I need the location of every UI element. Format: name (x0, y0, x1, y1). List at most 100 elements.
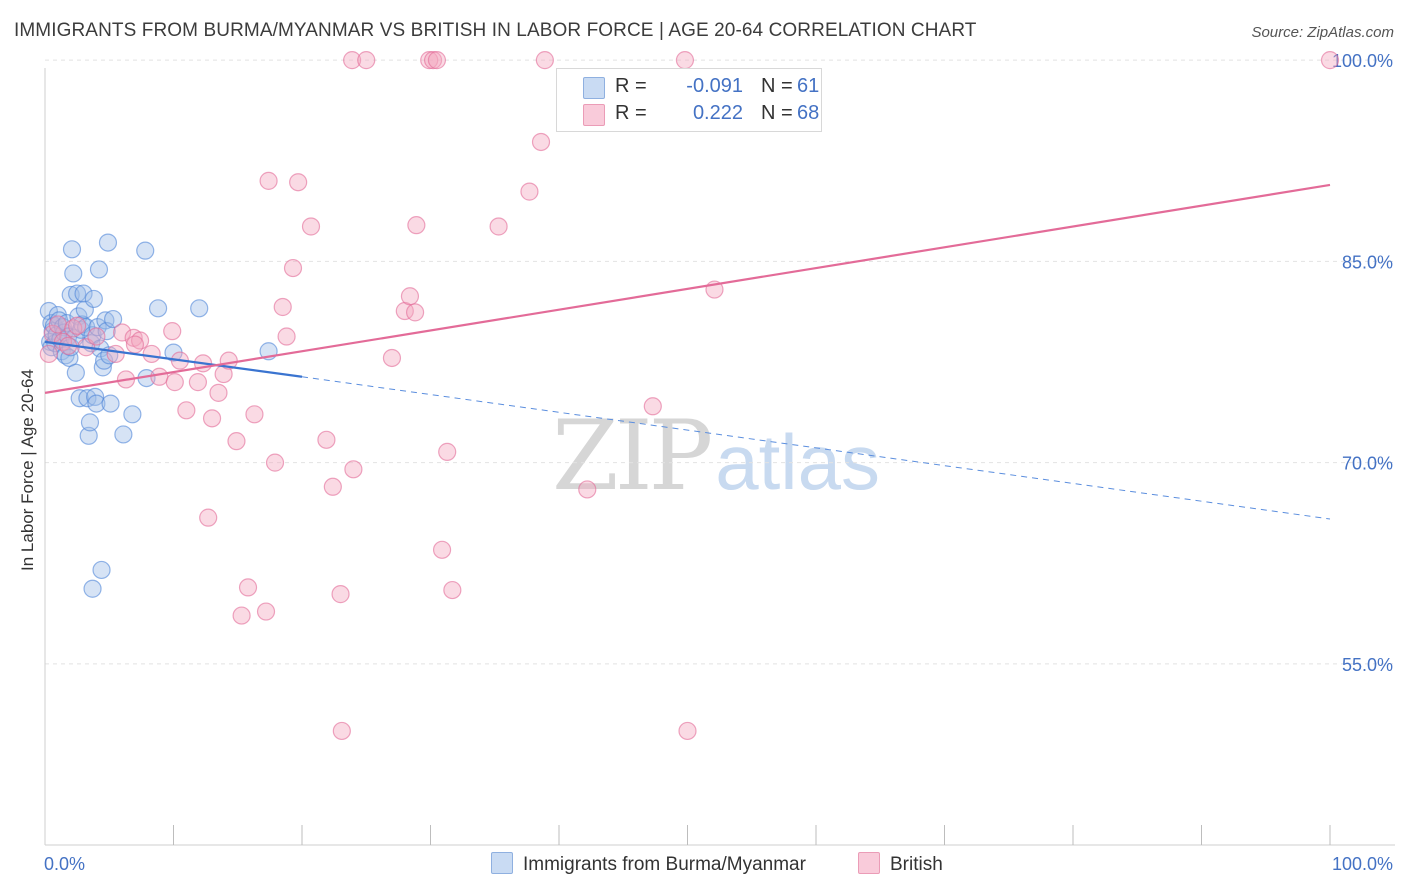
british-point (317, 430, 336, 449)
legend-n-label: N = (761, 102, 793, 124)
british-point (68, 316, 87, 335)
legend-swatch-burma (583, 77, 605, 99)
legend-n-label: N = (761, 75, 793, 97)
watermark-zip: ZIP (552, 400, 713, 512)
british-point (125, 335, 145, 354)
british-point (332, 721, 351, 741)
british-point (675, 51, 695, 70)
british-point (438, 442, 457, 461)
bottom-legend-swatch-burma (491, 852, 513, 874)
legend-swatch-british (583, 104, 605, 126)
british-point (265, 453, 285, 472)
burma-point (84, 289, 103, 309)
british-point (273, 297, 292, 317)
burma-point (136, 241, 155, 260)
british-point (232, 606, 251, 625)
bottom-legend-label-burma: Immigrants from Burma/Myanmar (523, 854, 806, 875)
burma-point (89, 260, 109, 279)
british-point (163, 322, 182, 341)
british-point (427, 51, 447, 70)
british-point (578, 480, 597, 499)
british-point (289, 173, 308, 192)
y-axis-label: In Labor Force | Age 20-64 (18, 369, 37, 571)
british-point (400, 287, 420, 306)
british-point (87, 327, 106, 346)
british-point (39, 344, 58, 364)
british-point (405, 303, 425, 322)
british-point (202, 409, 222, 428)
chart-title: IMMIGRANTS FROM BURMA/MYANMAR VS BRITISH… (14, 20, 977, 41)
bottom-legend-swatch-british (858, 852, 880, 874)
british-trend-line (44, 183, 1331, 394)
legend-r-value: -0.091 (686, 75, 743, 97)
british-point (188, 373, 208, 392)
british-point (48, 315, 67, 334)
british-point (331, 585, 350, 604)
british-point (112, 323, 132, 342)
british-point (209, 383, 228, 402)
burma-point (83, 579, 102, 598)
burma-point (70, 389, 89, 408)
burma-point (87, 394, 106, 413)
british-point (489, 217, 508, 236)
y-tick-label: 55.0% (1342, 655, 1393, 675)
legend-r-label: R = (615, 102, 647, 124)
legend-n-value: 61 (797, 75, 820, 97)
burma-point (95, 351, 114, 370)
british-point (344, 460, 363, 479)
legend-n-value: 68 (797, 102, 820, 124)
british-point (520, 182, 539, 201)
british-point (165, 373, 184, 392)
burma-point (66, 363, 85, 382)
burma-point (104, 309, 123, 329)
british-point (245, 405, 264, 424)
british-point (142, 344, 161, 364)
source-label: Source: ZipAtlas.com (1251, 24, 1394, 41)
burma-point (79, 426, 98, 445)
burma-point (190, 299, 209, 318)
y-tick-label: 70.0% (1342, 454, 1393, 474)
british-point (343, 51, 362, 70)
british-point (420, 51, 439, 70)
british-point (283, 258, 303, 278)
british-point (432, 540, 452, 559)
british-point (277, 327, 296, 346)
british-point (227, 432, 246, 451)
burma-point (62, 240, 82, 259)
legend-r-value: 0.222 (692, 102, 743, 124)
british-point (259, 171, 278, 190)
british-point (256, 602, 276, 621)
burma-point (68, 284, 87, 303)
british-point (1320, 51, 1340, 70)
british-point (177, 401, 196, 420)
burma-point (92, 560, 111, 580)
burma-point (74, 284, 93, 303)
british-point (199, 508, 218, 527)
y-tick-label: 85.0% (1342, 252, 1393, 272)
british-point (443, 580, 462, 600)
british-point (535, 51, 554, 70)
british-point (357, 51, 376, 70)
burma-trend-line (44, 340, 303, 378)
british-point (106, 344, 125, 364)
british-point (531, 132, 551, 152)
bottom-legend-burma: Immigrants from Burma/Myanmar (491, 852, 806, 876)
x-tick-label: 0.0% (44, 854, 85, 874)
british-point (678, 721, 697, 741)
british-point (150, 367, 169, 386)
bottom-legend-label-british: British (890, 854, 943, 875)
british-point (643, 397, 662, 416)
x-tick-label: 100.0% (1332, 854, 1393, 874)
burma-point (88, 318, 107, 337)
burma-point (98, 233, 118, 252)
burma-point (123, 405, 142, 424)
burma-point (80, 413, 100, 432)
burma-point (114, 425, 133, 444)
burma-point (86, 387, 105, 406)
british-point (382, 348, 402, 368)
british-point (407, 216, 426, 235)
watermark-atlas: atlas (715, 418, 880, 506)
british-point (423, 51, 443, 70)
burma-point (78, 389, 97, 408)
legend-r-label: R = (615, 75, 647, 97)
